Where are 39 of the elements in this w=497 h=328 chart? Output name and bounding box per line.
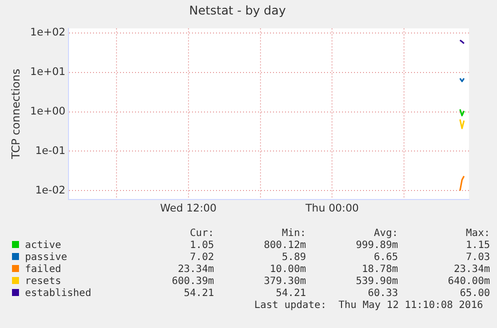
text: 54.21: [182, 288, 214, 300]
text: 1.05: [188, 240, 214, 252]
x-tick-label: Thu 00:00: [304, 202, 359, 214]
text: 600.39m: [170, 276, 214, 288]
legend-label: established: [24, 288, 92, 300]
y-tick-label: 1e+02: [30, 26, 66, 39]
text: 65.00: [458, 288, 490, 300]
legend-label: active: [24, 240, 62, 252]
text: 7.03: [464, 252, 490, 264]
text: 6.65: [372, 252, 398, 264]
text: 800.12m: [262, 240, 306, 252]
legend-label: failed: [24, 264, 62, 276]
y-tick-label: 1e+00: [30, 106, 66, 118]
text: 60.33: [366, 288, 398, 300]
y-tick-label: 1e-02: [35, 184, 66, 196]
text: 999.89m: [354, 240, 398, 252]
y-tick-label: 1e-01: [35, 144, 66, 157]
text: Max:: [464, 228, 490, 240]
text: 10.00m: [268, 264, 306, 276]
legend-label: passive: [24, 252, 68, 264]
text: 18.78m: [360, 264, 398, 276]
text: 539.90m: [354, 276, 398, 288]
text: Last update: Thu May 12 11:10:08 2016: [254, 300, 483, 311]
text: Min:: [280, 228, 306, 240]
text: Avg:: [372, 228, 398, 240]
text: 640.00m: [446, 276, 490, 288]
text: 5.89: [280, 252, 306, 264]
text: 23.34m: [452, 264, 490, 276]
text: 7.02: [188, 252, 214, 264]
chart-title: Netstat - by day: [189, 3, 286, 18]
text: 23.34m: [176, 264, 214, 276]
y-axis-title: TCP connections: [9, 68, 22, 160]
x-tick-label: Wed 12:00: [160, 202, 217, 214]
y-tick-label: 1e+01: [30, 66, 66, 78]
legend-label: resets: [24, 276, 62, 288]
text: 54.21: [274, 288, 306, 300]
text: 379.30m: [262, 276, 306, 288]
text: Cur:: [188, 228, 214, 240]
text: 1.15: [464, 240, 490, 252]
